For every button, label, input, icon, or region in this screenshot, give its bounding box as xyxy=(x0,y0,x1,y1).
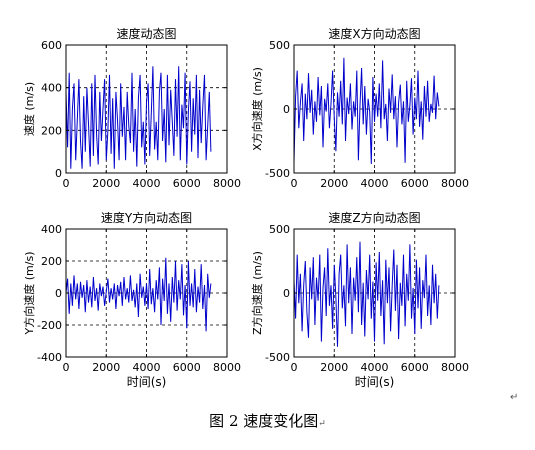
x-tick-label: 4000 xyxy=(133,361,161,374)
chart-panel-4: 0 2000 4000 6000 8000-5000500速度Z方向动态图时间(s)Z方… xyxy=(250,210,469,389)
x-tick-label: 6000 xyxy=(401,361,429,374)
x-tick-label: 6000 xyxy=(401,177,429,190)
x-tick-label: 2000 xyxy=(92,361,120,374)
x-tick-label: 0 xyxy=(63,361,70,374)
y-tick-label: 200 xyxy=(41,255,62,268)
x-tick-label: 0 xyxy=(291,361,298,374)
y-axis-label: X方向速度 (m/s) xyxy=(250,67,264,151)
y-tick-label: -400 xyxy=(37,351,62,364)
x-tick-label: 4000 xyxy=(361,361,389,374)
chart-title: 速度动态图 xyxy=(116,26,176,41)
x-axis-label: 时间(s) xyxy=(355,375,395,389)
x-tick-label: 6000 xyxy=(173,177,201,190)
y-tick-label: 500 xyxy=(269,39,290,52)
caption-paragraph-mark: ↵ xyxy=(318,419,326,429)
stray-paragraph-mark: ↵ xyxy=(510,392,519,403)
series-line xyxy=(293,241,440,347)
y-tick-label: -500 xyxy=(265,167,290,180)
x-tick-label: 4000 xyxy=(361,177,389,190)
x-tick-label: 2000 xyxy=(320,361,348,374)
series-line xyxy=(65,257,212,332)
x-tick-label: 8000 xyxy=(441,177,469,190)
x-tick-label: 2000 xyxy=(320,177,348,190)
x-tick-label: 6000 xyxy=(173,361,201,374)
chart-title: 速度Y方向动态图 xyxy=(101,210,192,225)
y-tick-label: 0 xyxy=(283,287,290,300)
caption-text: 图 2 速度变化图 xyxy=(209,412,319,430)
series-line xyxy=(65,66,212,169)
y-axis-label: 速度 (m/s) xyxy=(22,82,36,136)
chart-title: 速度Z方向动态图 xyxy=(328,210,420,225)
y-tick-label: 0 xyxy=(55,167,62,180)
y-tick-label: 500 xyxy=(269,223,290,236)
figure-caption: 图 2 速度变化图↵ xyxy=(0,410,535,431)
chart-title: 速度X方向动态图 xyxy=(328,26,420,41)
x-tick-label: 0 xyxy=(291,177,298,190)
y-tick-label: 400 xyxy=(41,223,62,236)
x-tick-label: 4000 xyxy=(133,177,161,190)
x-tick-label: 8000 xyxy=(213,361,241,374)
y-tick-label: -500 xyxy=(265,351,290,364)
series-line xyxy=(293,57,440,165)
y-tick-label: -200 xyxy=(37,319,62,332)
y-tick-label: 400 xyxy=(41,82,62,95)
y-axis-label: Y方向速度 (m/s) xyxy=(22,252,36,336)
y-axis-label: Z方向速度 (m/s) xyxy=(250,251,264,335)
x-axis-label: 时间(s) xyxy=(127,375,167,389)
y-tick-label: 600 xyxy=(41,39,62,52)
x-tick-label: 8000 xyxy=(441,361,469,374)
y-tick-label: 0 xyxy=(55,287,62,300)
chart-panel-3: 0 2000 4000 6000 8000 -400 -200 0 200 400 速度Y方向动态图… xyxy=(22,210,241,389)
y-tick-label: 200 xyxy=(41,124,62,137)
x-tick-label: 2000 xyxy=(92,177,120,190)
x-tick-label: 8000 xyxy=(213,177,241,190)
y-tick-label: 0 xyxy=(283,103,290,116)
x-tick-label: 0 xyxy=(63,177,70,190)
